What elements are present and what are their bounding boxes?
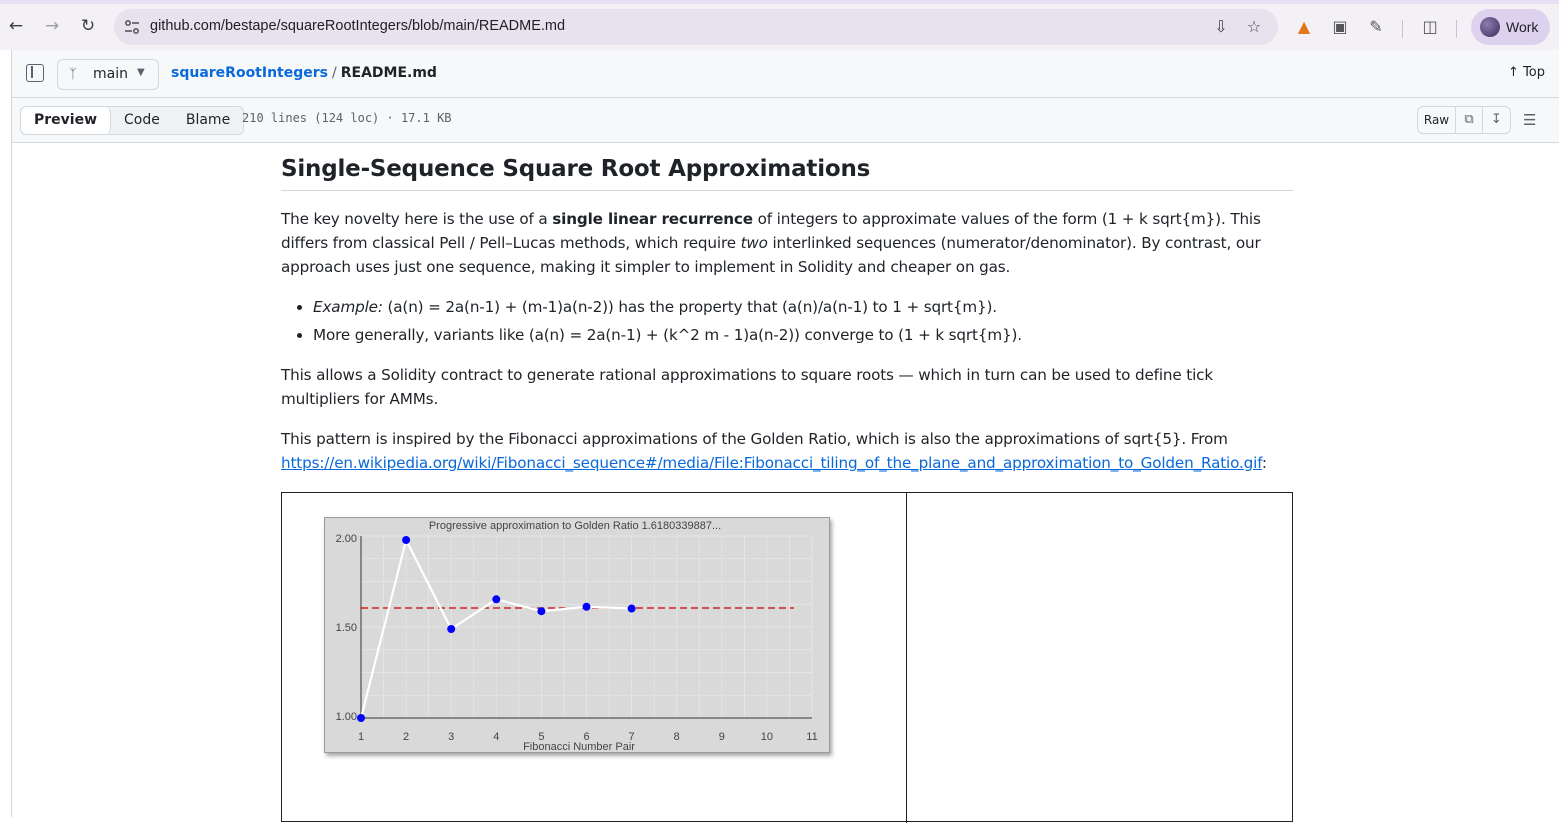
file-info: 210 lines (124 loc) · 17.1 KB: [242, 111, 452, 125]
data-point: [492, 595, 501, 604]
text-span: :: [1261, 454, 1267, 472]
toolbar-divider: [1402, 20, 1403, 38]
data-point: [537, 607, 546, 616]
tab-blame[interactable]: Blame: [185, 112, 231, 128]
list-item: More generally, variants like (a(n) = 2a…: [313, 323, 1293, 347]
breadcrumb: squareRootIntegers / README.md: [171, 65, 437, 81]
back-icon[interactable]: ←: [8, 16, 24, 36]
install-icon[interactable]: ⇩: [1214, 17, 1228, 36]
x-tick-label: 7: [629, 731, 635, 743]
url-text[interactable]: github.com/bestape/squareRootIntegers/bl…: [150, 18, 566, 34]
reload-icon[interactable]: ↻: [80, 16, 96, 36]
view-mode-segmented: Preview Code Blame: [20, 106, 245, 135]
chevron-down-icon: ▼: [137, 67, 145, 78]
paragraph-fibonacci: This pattern is inspired by the Fibonacc…: [281, 427, 1293, 475]
forward-icon[interactable]: →: [44, 16, 60, 36]
y-tick-label: 2.00: [336, 533, 357, 545]
breadcrumb-file: README.md: [340, 65, 437, 81]
outline-list-icon[interactable]: ☰: [1523, 111, 1537, 129]
chart-svg: Progressive approximation to Golden Rati…: [336, 520, 818, 753]
paragraph-intro: The key novelty here is the use of a sin…: [281, 207, 1293, 279]
arrow-up-icon: ↑: [1508, 65, 1524, 80]
camera-icon[interactable]: ▣: [1332, 17, 1348, 36]
x-tick-label: 9: [719, 731, 725, 743]
x-tick-label: 5: [538, 731, 544, 743]
text-span: This pattern is inspired by the Fibonacc…: [281, 430, 1228, 448]
branch-name: main: [93, 66, 128, 82]
data-point: [357, 714, 365, 722]
data-point: [447, 625, 456, 633]
text-span: (a(n) = 2a(n-1) + (m-1)a(n-2)) has the p…: [382, 298, 997, 316]
tab-preview[interactable]: Preview: [21, 107, 112, 134]
text-span: interlinked sequences (numerator/denomin…: [281, 234, 1261, 276]
browser-toolbar: ← → ↻ github.com/bestape/squareRootInteg…: [0, 0, 1559, 50]
data-point: [627, 604, 636, 613]
chart-title: Progressive approximation to Golden Rati…: [429, 520, 721, 532]
section-heading: Single-Sequence Square Root Approximatio…: [281, 143, 1293, 191]
paragraph-solidity: This allows a Solidity contract to gener…: [281, 366, 1213, 408]
divider: [11, 143, 12, 817]
file-toolbar: Preview Code Blame 210 lines (124 loc) ·…: [11, 98, 1559, 143]
x-tick-label: 4: [493, 731, 499, 743]
file-actions: Raw ⧉ ↧: [1417, 106, 1511, 134]
copy-icon[interactable]: ⧉: [1456, 107, 1483, 133]
table-cell-divider: [906, 493, 907, 823]
list-item: Example: (a(n) = 2a(n-1) + (m-1)a(n-2)) …: [313, 295, 1293, 319]
italic-text: Example:: [313, 298, 383, 316]
toolbar-divider: [1456, 20, 1457, 38]
x-tick-label: 10: [761, 731, 773, 743]
x-tick-label: 8: [674, 731, 680, 743]
italic-text: two: [740, 234, 768, 252]
wikipedia-link[interactable]: https://en.wikipedia.org/wiki/Fibonacci_…: [281, 454, 1262, 472]
tab-search-icon[interactable]: ◫: [1422, 17, 1438, 36]
data-point: [402, 536, 411, 544]
bold-text: single linear recurrence: [552, 210, 753, 228]
text-span: of integers to approximate values of the…: [281, 210, 1261, 252]
top-label: Top: [1523, 65, 1545, 80]
y-tick-label: 1.50: [336, 622, 357, 634]
text-span: The key novelty here is the use of a: [281, 210, 553, 228]
x-axis-label: Fibonacci Number Pair: [523, 741, 635, 753]
markdown-body: Single-Sequence Square Root Approximatio…: [281, 143, 1293, 475]
x-tick-label: 1: [358, 731, 364, 743]
image-table: Progressive approximation to Golden Rati…: [281, 492, 1293, 823]
golden-ratio-chart: Progressive approximation to Golden Rati…: [324, 517, 830, 753]
breadcrumb-repo-link[interactable]: squareRootIntegers: [171, 65, 328, 81]
x-tick-label: 2: [403, 731, 409, 743]
metamask-icon[interactable]: ▲: [1297, 17, 1311, 36]
file-header: ᛉ main ▼ squareRootIntegers / README.md ↑ …: [11, 50, 1559, 98]
tab-code[interactable]: Code: [124, 112, 160, 128]
profile-label: Work: [1506, 19, 1539, 35]
branch-icon: ᛉ: [69, 67, 77, 82]
x-tick-label: 11: [806, 731, 817, 743]
data-point: [582, 602, 591, 611]
star-icon[interactable]: ☆: [1246, 17, 1262, 36]
breadcrumb-separator: /: [332, 65, 337, 81]
download-icon[interactable]: ↧: [1491, 112, 1502, 127]
address-bar[interactable]: github.com/bestape/squareRootIntegers/bl…: [114, 9, 1278, 45]
top-button[interactable]: ↑ Top: [1508, 65, 1545, 80]
profile-button[interactable]: Work: [1471, 9, 1550, 45]
avatar: [1480, 17, 1500, 37]
site-info-icon[interactable]: [124, 19, 140, 35]
bullet-list: Example: (a(n) = 2a(n-1) + (m-1)a(n-2)) …: [281, 295, 1293, 347]
x-tick-label: 6: [583, 731, 589, 743]
extensions-icon[interactable]: ✎: [1369, 17, 1383, 36]
sidebar-toggle-icon[interactable]: [26, 64, 44, 82]
y-tick-label: 1.00: [336, 711, 357, 723]
branch-selector[interactable]: ᛉ main ▼: [57, 59, 159, 90]
raw-button[interactable]: Raw: [1418, 107, 1456, 133]
x-tick-label: 3: [448, 731, 454, 743]
